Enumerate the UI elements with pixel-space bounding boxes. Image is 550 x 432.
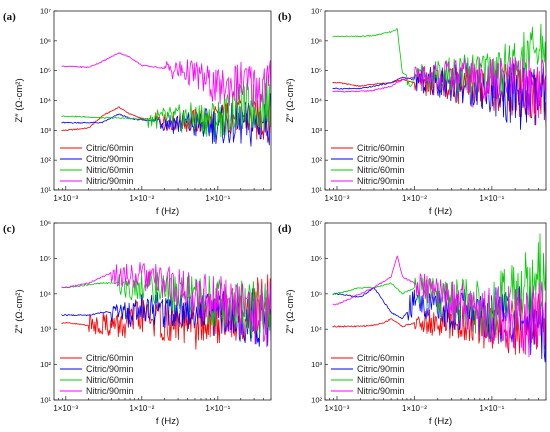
legend-label: Nitric/90min	[357, 176, 405, 186]
series-line-citric-90min	[332, 62, 546, 130]
series-line-nitric-90min	[332, 57, 546, 119]
x-tick-label: 1×10⁻³	[53, 194, 78, 203]
y-tick-label: 10⁴	[310, 325, 322, 334]
y-tick-label: 10¹	[311, 186, 322, 195]
x-tick-label: 1×10⁻²	[402, 194, 427, 203]
series-line-citric-60min	[332, 292, 546, 355]
y-tick-label: 10²	[311, 156, 322, 165]
series-line-citric-60min	[61, 274, 271, 350]
x-tick-label: 1×10⁻¹	[205, 194, 230, 203]
y-tick-label: 10⁵	[40, 66, 51, 75]
panel-label: (d)	[278, 223, 292, 235]
x-tick-label: 1×10⁻³	[325, 194, 350, 203]
chart-panel-d: 10² 10³ 10⁴ 10⁵ 10⁶ 10⁷ 1×10⁻³ 1×10⁻² 1×10⁻¹ f (H…	[278, 219, 547, 427]
x-tick-label: 1×10⁻³	[53, 404, 78, 413]
y-axis-label: Z″ (Ω·cm²)	[14, 78, 25, 122]
chart-panel-c: 10¹ 10² 10³ 10⁴ 10⁵ 10⁶ 1×10⁻³ 1×10⁻² 1×10⁻¹ f (H…	[3, 219, 272, 427]
panel-label: (b)	[278, 11, 292, 23]
legend-label: Nitric/90min	[86, 386, 134, 396]
y-tick-label: 10⁶	[40, 36, 51, 45]
y-tick-label: 10⁵	[311, 289, 322, 298]
series-lines	[332, 23, 546, 130]
x-axis-label: f (Hz)	[429, 206, 452, 217]
series-lines	[61, 261, 271, 350]
y-tick-label: 10³	[40, 126, 51, 135]
legend: Citric/60minCitric/90minNitric/60minNitr…	[60, 353, 134, 396]
series-line-nitric-90min	[332, 255, 546, 358]
series-lines	[332, 233, 546, 363]
y-tick-label: 10⁷	[311, 219, 322, 228]
legend-label: Citric/60min	[357, 353, 405, 363]
legend-label: Nitric/60min	[86, 375, 134, 385]
axes-frame	[324, 222, 547, 401]
y-tick-label: 10⁶	[311, 36, 322, 45]
y-tick-label: 10³	[40, 325, 51, 334]
x-tick-label: 1×10⁻¹	[479, 404, 504, 413]
series-lines	[61, 52, 271, 147]
x-tick-label: 1×10⁻¹	[479, 194, 504, 203]
y-tick-label: 10⁷	[311, 7, 322, 16]
y-tick-label: 10⁷	[40, 7, 51, 16]
y-axis-label: Z″ (Ω·cm²)	[14, 289, 25, 333]
y-tick-label: 10³	[311, 126, 322, 135]
y-tick-label: 10²	[311, 396, 322, 405]
legend-label: Nitric/60min	[357, 165, 405, 175]
panel-label: (a)	[3, 11, 16, 23]
legend-label: Citric/90min	[357, 154, 405, 164]
y-axis-label: Z″ (Ω·cm²)	[285, 289, 296, 333]
x-tick-label: 1×10⁻¹	[205, 404, 230, 413]
x-tick-label: 1×10⁻²	[402, 404, 427, 413]
x-tick-label: 1×10⁻²	[129, 404, 154, 413]
series-line-nitric-60min	[61, 271, 271, 339]
legend-label: Nitric/90min	[357, 386, 405, 396]
y-tick-label: 10¹	[40, 186, 51, 195]
x-tick-label: 1×10⁻²	[129, 194, 154, 203]
legend-label: Citric/60min	[86, 353, 134, 363]
y-tick-label: 10²	[40, 156, 51, 165]
legend-label: Nitric/60min	[86, 165, 134, 175]
series-line-nitric-90min	[61, 52, 271, 111]
legend-label: Citric/90min	[357, 364, 405, 374]
y-tick-label: 10⁵	[40, 254, 51, 263]
x-tick-label: 1×10⁻³	[325, 404, 350, 413]
legend: Citric/60minCitric/90minNitric/60minNitr…	[331, 143, 405, 186]
series-line-citric-90min	[332, 286, 546, 363]
y-axis-label: Z″ (Ω·cm²)	[285, 78, 296, 122]
legend-label: Citric/60min	[86, 143, 134, 153]
series-line-nitric-90min	[61, 261, 271, 348]
series-line-nitric-60min	[61, 75, 271, 138]
series-line-citric-90min	[61, 288, 271, 347]
y-tick-label: 10³	[311, 360, 322, 369]
legend-label: Citric/60min	[357, 143, 405, 153]
y-tick-label: 10⁶	[40, 219, 51, 228]
legend-label: Citric/90min	[86, 364, 134, 374]
chart-panel-a: 10¹ 10² 10³ 10⁴ 10⁵ 10⁶ 10⁷ 1×10⁻³ 1×10⁻² 1×10⁻¹ f…	[3, 7, 272, 217]
y-tick-label: 10⁴	[310, 96, 322, 105]
axes-frame	[53, 222, 272, 401]
x-axis-label: f (Hz)	[156, 416, 179, 427]
y-tick-label: 10¹	[40, 396, 51, 405]
x-axis-label: f (Hz)	[156, 206, 179, 217]
legend-label: Nitric/90min	[86, 176, 134, 186]
legend-label: Citric/90min	[86, 154, 134, 164]
legend-label: Nitric/60min	[357, 375, 405, 385]
legend: Citric/60minCitric/90minNitric/60minNitr…	[331, 353, 405, 396]
y-tick-label: 10⁵	[311, 66, 322, 75]
legend: Citric/60minCitric/90minNitric/60minNitr…	[60, 143, 134, 186]
panel-label: (c)	[3, 223, 16, 235]
y-tick-label: 10⁶	[311, 254, 322, 263]
y-tick-label: 10⁴	[39, 289, 51, 298]
x-axis-label: f (Hz)	[429, 416, 452, 427]
series-line-nitric-60min	[332, 233, 546, 340]
y-tick-label: 10⁴	[39, 96, 51, 105]
chart-panel-b: 10¹ 10² 10³ 10⁴ 10⁵ 10⁶ 10⁷ 1×10⁻³ 1×10⁻² 1×10⁻¹ f…	[278, 7, 547, 217]
y-tick-label: 10²	[40, 360, 51, 369]
